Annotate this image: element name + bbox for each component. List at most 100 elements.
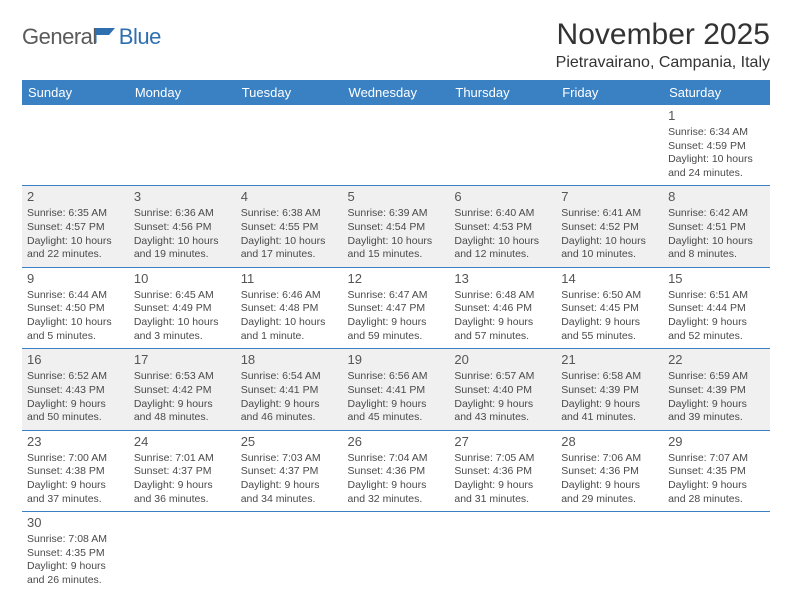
daylight-text: Daylight: 9 hours and 50 minutes. — [27, 398, 124, 425]
calendar-cell — [129, 512, 236, 593]
sunrise-text: Sunrise: 6:59 AM — [668, 370, 765, 384]
day-number: 3 — [134, 189, 231, 206]
sunset-text: Sunset: 4:48 PM — [241, 302, 338, 316]
calendar-cell: 23Sunrise: 7:00 AMSunset: 4:38 PMDayligh… — [22, 430, 129, 511]
daylight-text: Daylight: 9 hours and 29 minutes. — [561, 479, 658, 506]
day-number: 27 — [454, 434, 551, 451]
sunrise-text: Sunrise: 6:41 AM — [561, 207, 658, 221]
calendar-cell: 19Sunrise: 6:56 AMSunset: 4:41 PMDayligh… — [343, 349, 450, 430]
sunset-text: Sunset: 4:49 PM — [134, 302, 231, 316]
day-number: 1 — [668, 108, 765, 125]
daylight-text: Daylight: 9 hours and 28 minutes. — [668, 479, 765, 506]
calendar-cell — [449, 512, 556, 593]
calendar-cell: 29Sunrise: 7:07 AMSunset: 4:35 PMDayligh… — [663, 430, 770, 511]
daylight-text: Daylight: 10 hours and 8 minutes. — [668, 235, 765, 262]
daylight-text: Daylight: 9 hours and 55 minutes. — [561, 316, 658, 343]
sunset-text: Sunset: 4:56 PM — [134, 221, 231, 235]
daylight-text: Daylight: 9 hours and 57 minutes. — [454, 316, 551, 343]
sunrise-text: Sunrise: 6:46 AM — [241, 289, 338, 303]
daylight-text: Daylight: 9 hours and 26 minutes. — [27, 560, 124, 587]
sunrise-text: Sunrise: 6:42 AM — [668, 207, 765, 221]
sunrise-text: Sunrise: 7:07 AM — [668, 452, 765, 466]
calendar-cell: 30Sunrise: 7:08 AMSunset: 4:35 PMDayligh… — [22, 512, 129, 593]
page-title: November 2025 — [556, 18, 770, 52]
daylight-text: Daylight: 10 hours and 3 minutes. — [134, 316, 231, 343]
sunset-text: Sunset: 4:36 PM — [454, 465, 551, 479]
sunrise-text: Sunrise: 7:04 AM — [348, 452, 445, 466]
sunset-text: Sunset: 4:39 PM — [668, 384, 765, 398]
weekday-header: Tuesday — [236, 80, 343, 105]
weekday-header: Saturday — [663, 80, 770, 105]
calendar-cell — [663, 512, 770, 593]
sunrise-text: Sunrise: 6:44 AM — [27, 289, 124, 303]
sunrise-text: Sunrise: 6:39 AM — [348, 207, 445, 221]
calendar-cell: 21Sunrise: 6:58 AMSunset: 4:39 PMDayligh… — [556, 349, 663, 430]
daylight-text: Daylight: 10 hours and 12 minutes. — [454, 235, 551, 262]
calendar-cell: 27Sunrise: 7:05 AMSunset: 4:36 PMDayligh… — [449, 430, 556, 511]
day-number: 6 — [454, 189, 551, 206]
sunset-text: Sunset: 4:52 PM — [561, 221, 658, 235]
day-number: 22 — [668, 352, 765, 369]
sunset-text: Sunset: 4:40 PM — [454, 384, 551, 398]
sunset-text: Sunset: 4:42 PM — [134, 384, 231, 398]
sunrise-text: Sunrise: 6:45 AM — [134, 289, 231, 303]
calendar-cell — [236, 105, 343, 186]
daylight-text: Daylight: 10 hours and 5 minutes. — [27, 316, 124, 343]
day-number: 30 — [27, 515, 124, 532]
sunrise-text: Sunrise: 6:52 AM — [27, 370, 124, 384]
daylight-text: Daylight: 9 hours and 59 minutes. — [348, 316, 445, 343]
sunset-text: Sunset: 4:35 PM — [668, 465, 765, 479]
day-number: 7 — [561, 189, 658, 206]
day-number: 4 — [241, 189, 338, 206]
calendar-cell: 24Sunrise: 7:01 AMSunset: 4:37 PMDayligh… — [129, 430, 236, 511]
sunrise-text: Sunrise: 7:05 AM — [454, 452, 551, 466]
daylight-text: Daylight: 9 hours and 34 minutes. — [241, 479, 338, 506]
sunset-text: Sunset: 4:43 PM — [27, 384, 124, 398]
title-block: November 2025 Pietravairano, Campania, I… — [556, 18, 770, 72]
weekday-header: Sunday — [22, 80, 129, 105]
sunrise-text: Sunrise: 6:51 AM — [668, 289, 765, 303]
day-number: 20 — [454, 352, 551, 369]
calendar-cell: 8Sunrise: 6:42 AMSunset: 4:51 PMDaylight… — [663, 186, 770, 267]
sunrise-text: Sunrise: 6:58 AM — [561, 370, 658, 384]
daylight-text: Daylight: 9 hours and 48 minutes. — [134, 398, 231, 425]
calendar-cell: 16Sunrise: 6:52 AMSunset: 4:43 PMDayligh… — [22, 349, 129, 430]
calendar-cell — [449, 105, 556, 186]
calendar-cell: 4Sunrise: 6:38 AMSunset: 4:55 PMDaylight… — [236, 186, 343, 267]
day-number: 28 — [561, 434, 658, 451]
sunset-text: Sunset: 4:57 PM — [27, 221, 124, 235]
calendar-cell: 5Sunrise: 6:39 AMSunset: 4:54 PMDaylight… — [343, 186, 450, 267]
sunrise-text: Sunrise: 6:38 AM — [241, 207, 338, 221]
day-number: 21 — [561, 352, 658, 369]
day-number: 2 — [27, 189, 124, 206]
header: General Blue November 2025 Pietravairano… — [22, 18, 770, 72]
sunset-text: Sunset: 4:41 PM — [348, 384, 445, 398]
sunrise-text: Sunrise: 6:48 AM — [454, 289, 551, 303]
calendar-cell: 11Sunrise: 6:46 AMSunset: 4:48 PMDayligh… — [236, 267, 343, 348]
calendar-row: 23Sunrise: 7:00 AMSunset: 4:38 PMDayligh… — [22, 430, 770, 511]
day-number: 10 — [134, 271, 231, 288]
calendar-cell: 18Sunrise: 6:54 AMSunset: 4:41 PMDayligh… — [236, 349, 343, 430]
logo: General Blue — [22, 24, 161, 50]
calendar-cell: 6Sunrise: 6:40 AMSunset: 4:53 PMDaylight… — [449, 186, 556, 267]
calendar-cell: 1Sunrise: 6:34 AMSunset: 4:59 PMDaylight… — [663, 105, 770, 186]
calendar-cell: 12Sunrise: 6:47 AMSunset: 4:47 PMDayligh… — [343, 267, 450, 348]
sunrise-text: Sunrise: 7:00 AM — [27, 452, 124, 466]
sunset-text: Sunset: 4:51 PM — [668, 221, 765, 235]
sunset-text: Sunset: 4:47 PM — [348, 302, 445, 316]
sunrise-text: Sunrise: 7:03 AM — [241, 452, 338, 466]
day-number: 19 — [348, 352, 445, 369]
sunrise-text: Sunrise: 6:35 AM — [27, 207, 124, 221]
logo-flag-icon — [95, 26, 117, 49]
sunset-text: Sunset: 4:45 PM — [561, 302, 658, 316]
daylight-text: Daylight: 10 hours and 19 minutes. — [134, 235, 231, 262]
daylight-text: Daylight: 9 hours and 52 minutes. — [668, 316, 765, 343]
daylight-text: Daylight: 9 hours and 43 minutes. — [454, 398, 551, 425]
calendar-cell: 10Sunrise: 6:45 AMSunset: 4:49 PMDayligh… — [129, 267, 236, 348]
weekday-header: Wednesday — [343, 80, 450, 105]
calendar-cell: 2Sunrise: 6:35 AMSunset: 4:57 PMDaylight… — [22, 186, 129, 267]
calendar-head: SundayMondayTuesdayWednesdayThursdayFrid… — [22, 80, 770, 105]
sunset-text: Sunset: 4:59 PM — [668, 140, 765, 154]
calendar-row: 30Sunrise: 7:08 AMSunset: 4:35 PMDayligh… — [22, 512, 770, 593]
day-number: 15 — [668, 271, 765, 288]
